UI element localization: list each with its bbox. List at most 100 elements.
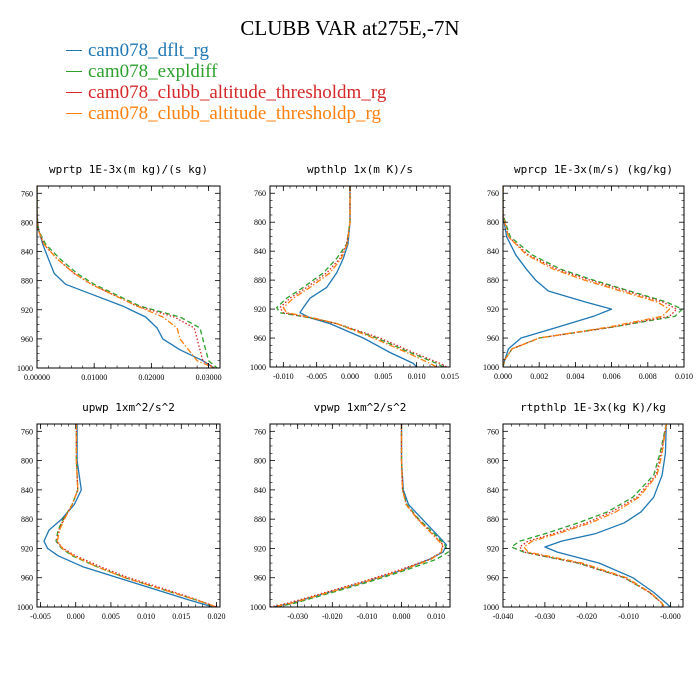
panel-title: rtpthlp 1E-3x(kg K)/kg bbox=[520, 401, 666, 414]
legend-item-thresholdm: cam078_clubb_altitude_thresholdm_rg bbox=[66, 82, 386, 103]
y-tick-label: 760 bbox=[487, 427, 499, 436]
x-tick-label: 0.015 bbox=[172, 612, 190, 621]
legend-item-thresholdp: cam078_clubb_altitude_thresholdp_rg bbox=[66, 103, 386, 124]
panel-5: vpwp 1xm^2/s^2 760 800 840 880 920 960 1000 -0.0… bbox=[250, 401, 451, 621]
plot-frame bbox=[269, 423, 451, 608]
y-tick-label: 960 bbox=[254, 334, 266, 343]
x-tick-label: -0.020 bbox=[322, 612, 343, 621]
y-tick-label: 800 bbox=[254, 218, 266, 227]
legend-label: cam078_clubb_altitude_thresholdp_rg bbox=[88, 103, 382, 124]
x-tick-label: 0.008 bbox=[639, 372, 657, 381]
panel-1: wprtp 1E-3x(m kg)/(s kg) 760 800 840 880 920 9… bbox=[17, 163, 222, 382]
y-tick-label: 840 bbox=[254, 486, 266, 495]
y-tick-label: 960 bbox=[487, 574, 499, 583]
y-tick-label: 880 bbox=[254, 515, 266, 524]
series-group bbox=[503, 186, 683, 367]
series-line-1 bbox=[37, 186, 215, 368]
panel-title: wprtp 1E-3x(m kg)/(s kg) bbox=[49, 163, 208, 176]
x-tick-label: -0.010 bbox=[618, 612, 639, 621]
panel-title: upwp 1xm^2/s^2 bbox=[82, 401, 175, 414]
y-tick-label: 840 bbox=[487, 247, 499, 256]
y-tick-label: 920 bbox=[487, 305, 499, 314]
y-tick-label: 880 bbox=[21, 515, 33, 524]
series-line-4 bbox=[56, 424, 217, 607]
plot-frame bbox=[36, 185, 221, 369]
x-tick-label: -0.030 bbox=[287, 612, 308, 621]
x-tick-label: -0.040 bbox=[493, 612, 514, 621]
legend-swatch bbox=[66, 71, 82, 73]
panel-title: wpthlp 1x(m K)/s bbox=[307, 163, 413, 176]
y-tick-label: 920 bbox=[254, 305, 266, 314]
series-group bbox=[37, 186, 218, 368]
legend-item-expldiff: cam078_expldiff bbox=[66, 61, 386, 82]
series-line-3 bbox=[519, 424, 667, 607]
y-tick-label: 960 bbox=[21, 335, 33, 344]
x-tick-label: 0.02000 bbox=[138, 373, 164, 382]
series-line-2 bbox=[37, 186, 218, 368]
x-tick-label: -0.010 bbox=[357, 612, 378, 621]
y-tick-label: 760 bbox=[21, 189, 33, 198]
x-tick-label: 0.000 bbox=[494, 372, 512, 381]
y-tick-label: 880 bbox=[254, 276, 266, 285]
x-tick-label: 0.03000 bbox=[196, 373, 222, 382]
series-line-2 bbox=[510, 424, 667, 607]
series-line-4 bbox=[523, 424, 667, 607]
y-tick-label: 960 bbox=[487, 334, 499, 343]
y-tick-label: 1000 bbox=[250, 363, 266, 372]
plot-frame bbox=[502, 185, 685, 368]
panel-3: wprcp 1E-3x(m/s) (kg/kg) 760 800 840 880 920 9… bbox=[483, 163, 693, 381]
series-line-1 bbox=[299, 186, 418, 367]
panel-title: wprcp 1E-3x(m/s) (kg/kg) bbox=[514, 163, 673, 176]
y-tick-label: 880 bbox=[487, 515, 499, 524]
legend-label: cam078_dflt_rg bbox=[88, 40, 210, 61]
y-tick-label: 1000 bbox=[483, 603, 499, 612]
series-line-2 bbox=[276, 186, 444, 367]
x-tick-label: 0.000 bbox=[341, 372, 359, 381]
x-tick-label: -0.030 bbox=[535, 612, 556, 621]
y-tick-label: 800 bbox=[254, 457, 266, 466]
series-line-3 bbox=[56, 424, 217, 607]
series-line-2 bbox=[276, 424, 449, 607]
chart-title: CLUBB VAR at275E,-7N bbox=[240, 16, 460, 40]
x-tick-label: 0.005 bbox=[102, 612, 120, 621]
y-tick-label: 1000 bbox=[483, 363, 499, 372]
y-tick-label: 840 bbox=[21, 248, 33, 257]
x-tick-label: -0.000 bbox=[660, 612, 681, 621]
legend-label: cam078_clubb_altitude_thresholdm_rg bbox=[88, 82, 387, 103]
panel-title: vpwp 1xm^2/s^2 bbox=[314, 401, 407, 414]
y-tick-label: 760 bbox=[254, 427, 266, 436]
y-tick-label: 760 bbox=[21, 427, 33, 436]
y-tick-label: 880 bbox=[21, 277, 33, 286]
panel-6: rtpthlp 1E-3x(kg K)/kg 760 800 840 880 920 960… bbox=[483, 401, 684, 621]
series-line-3 bbox=[270, 424, 444, 607]
legend-item-dflt: cam078_dflt_rg bbox=[66, 40, 386, 61]
x-tick-label: 0.010 bbox=[137, 612, 155, 621]
x-tick-label: -0.005 bbox=[306, 372, 327, 381]
y-tick-label: 800 bbox=[487, 457, 499, 466]
y-tick-label: 880 bbox=[487, 276, 499, 285]
x-tick-label: 0.000 bbox=[393, 612, 411, 621]
plot-frame bbox=[502, 423, 684, 608]
x-tick-label: 0.005 bbox=[374, 372, 392, 381]
x-tick-label: 0.020 bbox=[207, 612, 225, 621]
x-tick-label: 0.00000 bbox=[24, 373, 50, 382]
panel-2: wpthlp 1x(m K)/s 760 800 840 880 920 960 1000 -0… bbox=[250, 163, 459, 381]
x-tick-label: 0.010 bbox=[675, 372, 693, 381]
panel-4: upwp 1xm^2/s^2 760 800 840 880 920 960 1000-0.0… bbox=[17, 401, 225, 621]
y-tick-label: 800 bbox=[487, 218, 499, 227]
series-group bbox=[510, 424, 671, 607]
plot-frame bbox=[269, 185, 451, 368]
plot-frame bbox=[36, 423, 221, 608]
y-tick-label: 840 bbox=[21, 486, 33, 495]
series-line-4 bbox=[37, 186, 215, 368]
series-line-1 bbox=[43, 424, 214, 607]
legend-swatch bbox=[66, 92, 82, 94]
x-tick-label: 0.015 bbox=[441, 372, 459, 381]
series-group bbox=[43, 424, 217, 607]
y-tick-label: 920 bbox=[21, 544, 33, 553]
series-group bbox=[276, 186, 448, 367]
x-tick-label: -0.005 bbox=[30, 612, 51, 621]
series-group bbox=[270, 424, 449, 607]
y-tick-label: 760 bbox=[254, 189, 266, 198]
